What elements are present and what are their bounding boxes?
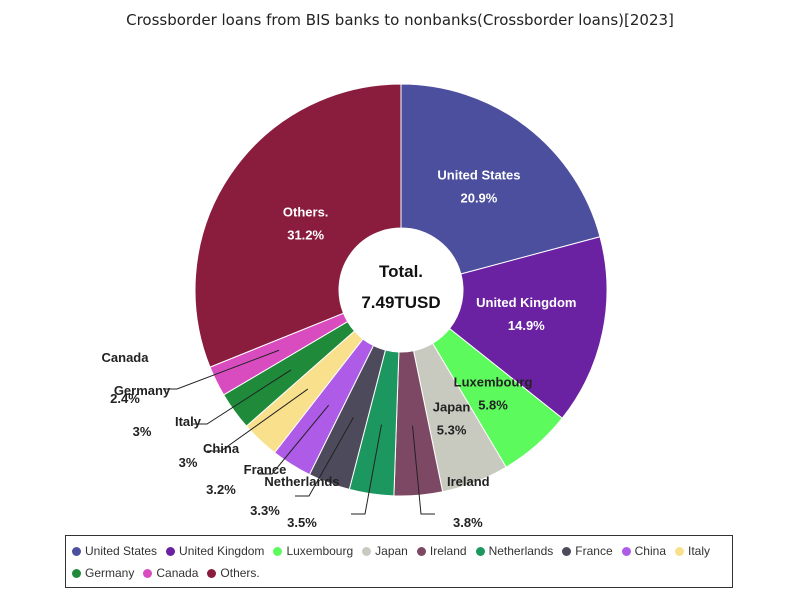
chart-legend: United States United Kingdom Luxembourg Jap… — [65, 535, 733, 588]
leader-line — [193, 369, 292, 425]
legend-row: United States United Kingdom Luxembourg Jap… — [72, 540, 726, 562]
legend-swatch — [72, 568, 81, 578]
legend-label: Japan — [375, 544, 408, 558]
slice-name-label: France — [244, 462, 287, 477]
legend-label: France — [575, 544, 613, 558]
legend-item-canada[interactable]: Canada — [143, 566, 198, 580]
legend-item-united-kingdom[interactable]: United Kingdom — [166, 544, 264, 558]
slice-name-label: Ireland — [447, 474, 490, 489]
center-hole — [339, 228, 463, 352]
legend-label: Canada — [156, 566, 199, 580]
legend-label: China — [634, 544, 666, 558]
leader-line — [351, 424, 382, 515]
legend-item-france[interactable]: France — [562, 544, 613, 558]
legend-item-japan[interactable]: Japan — [362, 544, 408, 558]
slice-name-label: Netherlands — [264, 474, 339, 489]
slice-name-label: United States — [437, 167, 520, 182]
slice-percent-label: 5.3% — [437, 423, 467, 438]
legend-label: United States — [85, 544, 158, 558]
legend-label: Others. — [220, 566, 260, 580]
leader-line — [295, 417, 354, 497]
donut-chart: United States 20.9% United Kingdom 14.9% Lux… — [102, 83, 608, 530]
legend-label: United Kingdom — [179, 544, 265, 558]
legend-swatch — [562, 546, 572, 556]
legend-swatch — [675, 546, 684, 556]
legend-swatch — [72, 546, 81, 556]
slice-percent-label: 3% — [133, 424, 152, 439]
slice-percent-label: 20.9% — [460, 190, 497, 205]
legend-item-others[interactable]: Others. — [207, 566, 260, 580]
center-total-label: Total. — [379, 262, 423, 281]
legend-label: Ireland — [429, 544, 467, 558]
slice-name-label: Japan — [433, 400, 471, 415]
legend-label: Italy — [688, 544, 711, 558]
leader-line — [163, 349, 280, 390]
legend-item-ireland[interactable]: Ireland — [416, 544, 467, 558]
slice-name-label: Italy — [175, 414, 202, 429]
legend-swatch — [362, 546, 372, 556]
legend-label: Luxembourg — [286, 544, 354, 558]
legend-item-luxembourg[interactable]: Luxembourg — [273, 544, 353, 558]
legend-item-china[interactable]: China — [621, 544, 666, 558]
legend-item-italy[interactable]: Italy — [675, 544, 710, 558]
slice-name-label: Germany — [114, 383, 171, 398]
slice-percent-label: 3.3% — [250, 503, 280, 518]
legend-swatch — [273, 546, 283, 556]
legend-label: Germany — [85, 566, 135, 580]
legend-item-germany[interactable]: Germany — [72, 566, 134, 580]
legend-swatch — [143, 568, 153, 578]
leader-line — [411, 425, 435, 515]
slice-percent-label: 3.2% — [206, 482, 236, 497]
slice-percent-label: 3% — [179, 455, 198, 470]
center-total-value: 7.49TUSD — [361, 293, 440, 312]
slice-name-label: Luxembourg — [454, 375, 533, 390]
slice-percent-label: 3.8% — [453, 515, 483, 530]
chart-title: Crossborder loans from BIS banks to nonb… — [126, 11, 674, 29]
slice-name-label: China — [203, 441, 240, 456]
legend-swatch — [416, 546, 426, 556]
leader-line — [207, 388, 309, 452]
slice-percent-label: 2.4% — [110, 391, 140, 406]
leader-line — [258, 404, 330, 475]
legend-item-united-states[interactable]: United States — [72, 544, 157, 558]
legend-row: Germany Canada Others. — [72, 562, 726, 584]
slice-name-label: Canada — [102, 350, 150, 365]
slice-percent-label: 3.5% — [287, 515, 317, 530]
legend-swatch — [475, 546, 485, 556]
legend-swatch — [166, 546, 176, 556]
legend-item-netherlands[interactable]: Netherlands — [475, 544, 554, 558]
legend-label: Netherlands — [488, 544, 554, 558]
slice-united-states[interactable] — [400, 83, 601, 275]
slice-percent-label: 14.9% — [508, 318, 545, 333]
slice-percent-label: 5.8% — [478, 398, 508, 413]
slice-name-label: United Kingdom — [476, 295, 576, 310]
legend-swatch — [207, 568, 217, 578]
legend-swatch — [621, 546, 631, 556]
slice-percent-label: 31.2% — [287, 228, 324, 243]
slice-name-label: Others. — [283, 205, 329, 220]
